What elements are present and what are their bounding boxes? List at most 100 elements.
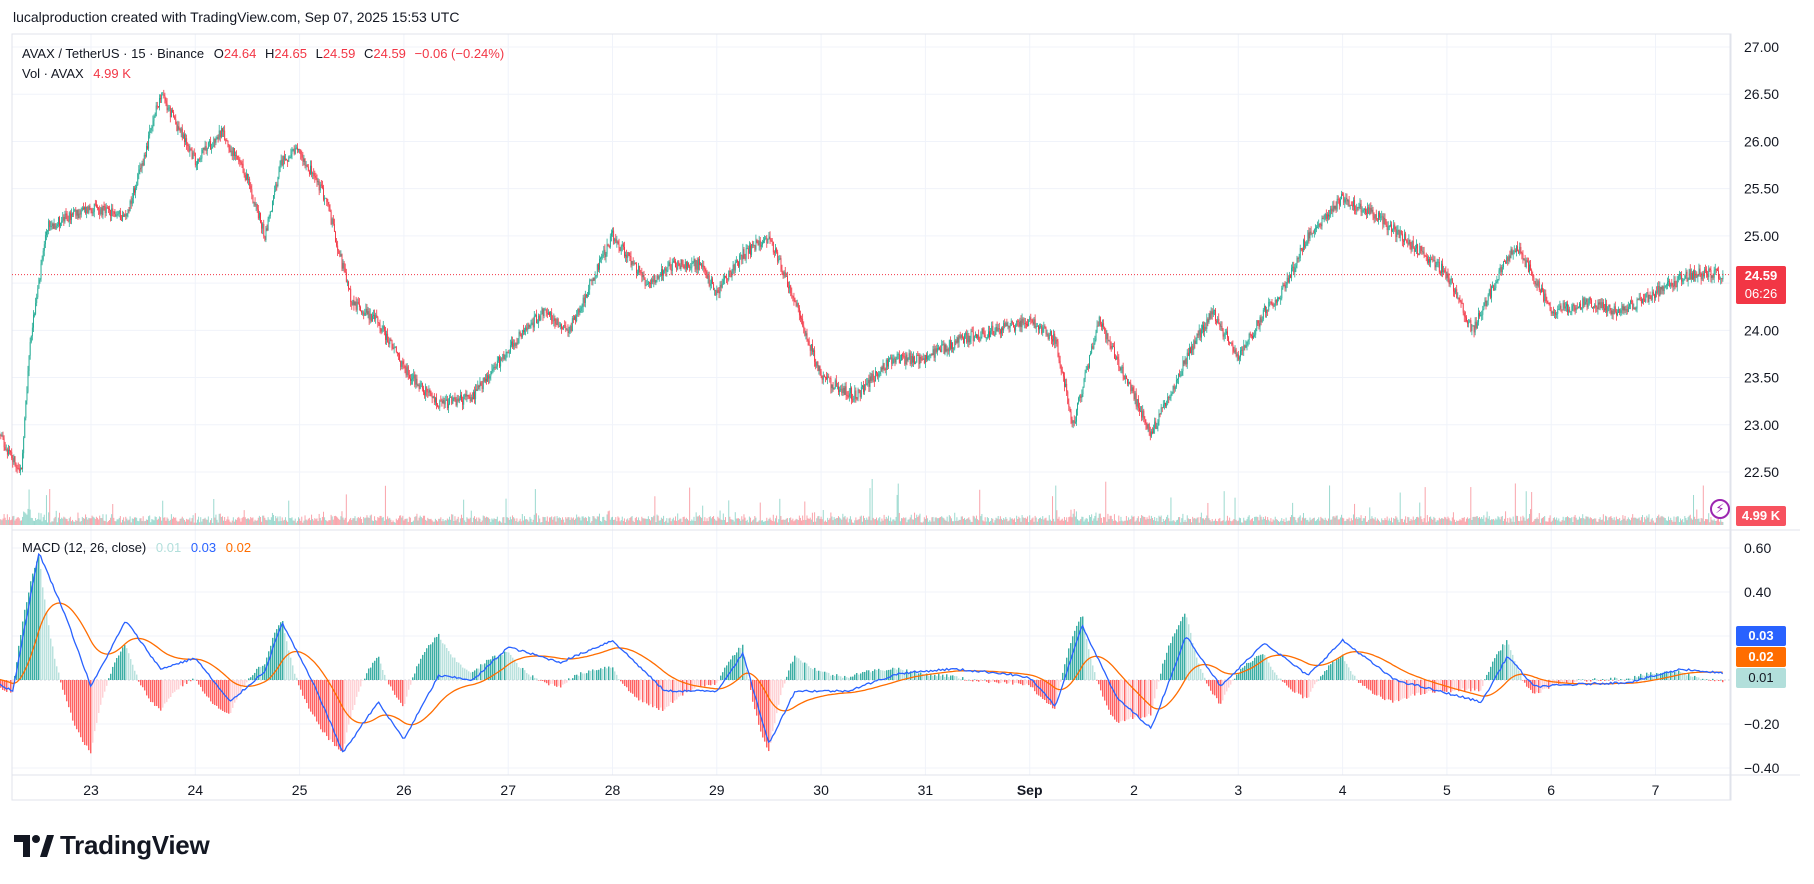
volume-bar: [1553, 517, 1555, 525]
candle-body: [251, 189, 253, 195]
volume-bar: [1153, 520, 1155, 525]
candle-body: [744, 257, 746, 259]
volume-bar: [54, 516, 56, 525]
candle-body: [913, 356, 914, 363]
candle-body: [762, 242, 763, 245]
volume-bar: [1715, 520, 1717, 525]
volume-bar: [982, 520, 984, 525]
volume-bar: [808, 518, 810, 525]
macd-hist-bar: [228, 680, 230, 714]
candle-body: [1511, 249, 1513, 255]
candle-body: [1120, 368, 1122, 371]
candle-body: [428, 390, 430, 393]
candle-body: [797, 303, 799, 309]
volume-bar: [1566, 516, 1568, 525]
volume-bar: [526, 519, 528, 525]
candle-body: [420, 383, 422, 385]
volume-bar: [278, 521, 280, 525]
candle-body: [1109, 340, 1111, 347]
candle-body: [1488, 289, 1490, 295]
volume-bar: [1694, 516, 1696, 525]
candle-body: [1388, 226, 1390, 227]
volume-bar: [231, 520, 233, 525]
volume-bar: [34, 520, 36, 525]
volume-bar: [652, 517, 654, 525]
volume-bar: [1526, 519, 1528, 525]
volume-bar: [224, 516, 226, 525]
candle-body: [242, 163, 244, 173]
volume-bar: [254, 519, 256, 525]
candle-body: [1712, 275, 1714, 278]
volume-bar: [985, 521, 987, 525]
volume-bar: [1524, 520, 1526, 525]
candle-body: [1296, 258, 1298, 266]
volume-bar: [339, 519, 341, 525]
volume-bar: [456, 518, 458, 525]
volume-bar: [1408, 517, 1410, 525]
candle-body: [1003, 323, 1005, 331]
volume-bar: [286, 520, 288, 525]
volume-bar: [37, 519, 39, 525]
candle-body: [737, 260, 738, 263]
volume-bar: [155, 516, 157, 525]
candle-body: [570, 326, 572, 331]
candle-body: [1029, 317, 1031, 321]
candlestick-series[interactable]: [0, 89, 1730, 476]
volume-bar: [363, 517, 365, 525]
candle-body: [1441, 263, 1442, 274]
candle-body: [368, 311, 370, 320]
candle-body: [1675, 285, 1677, 287]
candle-body: [437, 404, 439, 407]
candle-body: [64, 213, 66, 222]
volume-bar: [417, 520, 419, 525]
candle-body: [1119, 367, 1121, 371]
volume-bar: [1591, 519, 1593, 525]
candle-body: [1187, 352, 1189, 356]
candle-body: [784, 272, 786, 277]
candle-body: [1006, 322, 1008, 327]
volume-bar: [42, 517, 44, 525]
volume-bar: [623, 518, 625, 525]
candle-body: [564, 325, 566, 327]
candle-body: [1198, 329, 1200, 336]
volume-bar: [780, 516, 782, 525]
candle-body: [650, 283, 652, 284]
candle-body: [228, 145, 230, 150]
volume-bar: [166, 517, 168, 525]
volume-bar: [1066, 517, 1068, 525]
volume-bar: [1269, 521, 1271, 525]
volume-bar: [1472, 516, 1474, 525]
volume-bar: [311, 514, 313, 525]
volume-bar: [784, 519, 786, 525]
candle-body: [1270, 301, 1272, 304]
candle-body: [1020, 320, 1022, 328]
volume-bar: [419, 515, 421, 525]
volume-bar: [931, 517, 933, 525]
volume-bar: [1501, 516, 1503, 525]
candle-body: [326, 197, 328, 202]
volume-bar: [329, 520, 331, 525]
volume-bar: [805, 519, 807, 525]
candle-body: [43, 244, 45, 251]
candle-body: [1304, 239, 1306, 248]
candle-body: [523, 330, 524, 333]
candle-body: [376, 315, 378, 318]
volume-bar: [1299, 515, 1301, 525]
candle-body: [1383, 217, 1385, 225]
volume-bar: [601, 521, 603, 525]
candle-body: [968, 335, 970, 343]
volume-bar: [1057, 518, 1059, 525]
candle-body: [695, 260, 697, 270]
candle-body: [452, 398, 454, 404]
candle-body: [1568, 309, 1570, 313]
volume-bar: [1135, 520, 1137, 525]
volume-bar: [234, 519, 236, 525]
candle-body: [729, 270, 731, 272]
candle-body: [1644, 299, 1646, 302]
volume-bar: [1287, 520, 1289, 525]
candle-body: [399, 354, 401, 361]
volume-bar: [658, 520, 660, 525]
candle-body: [1234, 349, 1236, 353]
candle-body: [1257, 320, 1259, 324]
candle-body: [1285, 284, 1287, 289]
